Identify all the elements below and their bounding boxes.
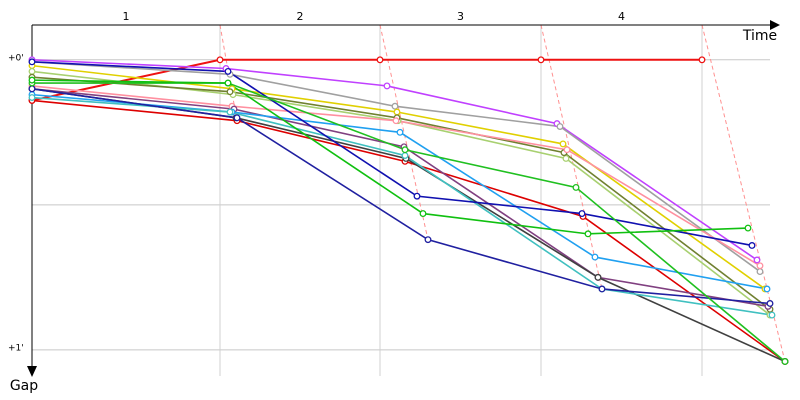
series-line [31,88,786,363]
data-point [401,146,409,154]
y-tick-label: +0' [8,53,24,63]
data-point [383,82,391,90]
data-point [591,253,599,261]
data-point [226,108,234,116]
data-point [744,224,752,232]
data-point [584,230,592,238]
data-point [763,285,771,293]
series-line [31,58,702,102]
series-line [31,61,761,273]
x-axis-arrow [770,20,780,30]
lap-guide [379,24,429,240]
lap-guide [219,24,238,121]
data-point [748,242,756,249]
data-point [226,88,234,96]
data-point [28,76,36,84]
lap-label: 3 [457,10,464,23]
data-point [766,300,774,307]
data-point [28,85,36,93]
data-point [393,108,401,116]
data-point [28,94,36,101]
lap-guide [540,24,603,290]
data-point [756,262,764,270]
data-point [224,79,232,87]
data-point [572,183,580,191]
data-point [396,128,404,136]
data-point [698,56,706,64]
data-point [559,140,567,148]
data-point [781,358,789,365]
data-point [594,273,602,281]
data-point [768,311,776,319]
data-point [419,210,427,218]
lap-label: 1 [123,10,130,23]
data-point [556,123,564,130]
data-point [562,154,570,162]
data-point [753,256,761,264]
data-point [537,56,545,64]
data-point [392,117,400,125]
data-point [391,102,399,110]
data-point [424,236,432,244]
x-axis-label: Time [742,28,777,44]
data-point [401,152,409,159]
y-axis-label: Gap [10,378,38,394]
y-axis-arrow [27,366,37,377]
data-point [233,114,241,122]
data-point [578,210,586,218]
lap-label: 4 [618,10,625,23]
data-point [224,67,232,75]
lap-label: 2 [297,10,304,23]
data-point [216,56,224,64]
data-point [563,146,571,154]
data-point [598,285,606,293]
data-point [756,268,764,276]
y-tick-label: +1' [8,343,24,353]
data-point [376,56,384,64]
data-point [413,192,421,200]
data-point [28,67,36,75]
data-point [28,58,36,66]
